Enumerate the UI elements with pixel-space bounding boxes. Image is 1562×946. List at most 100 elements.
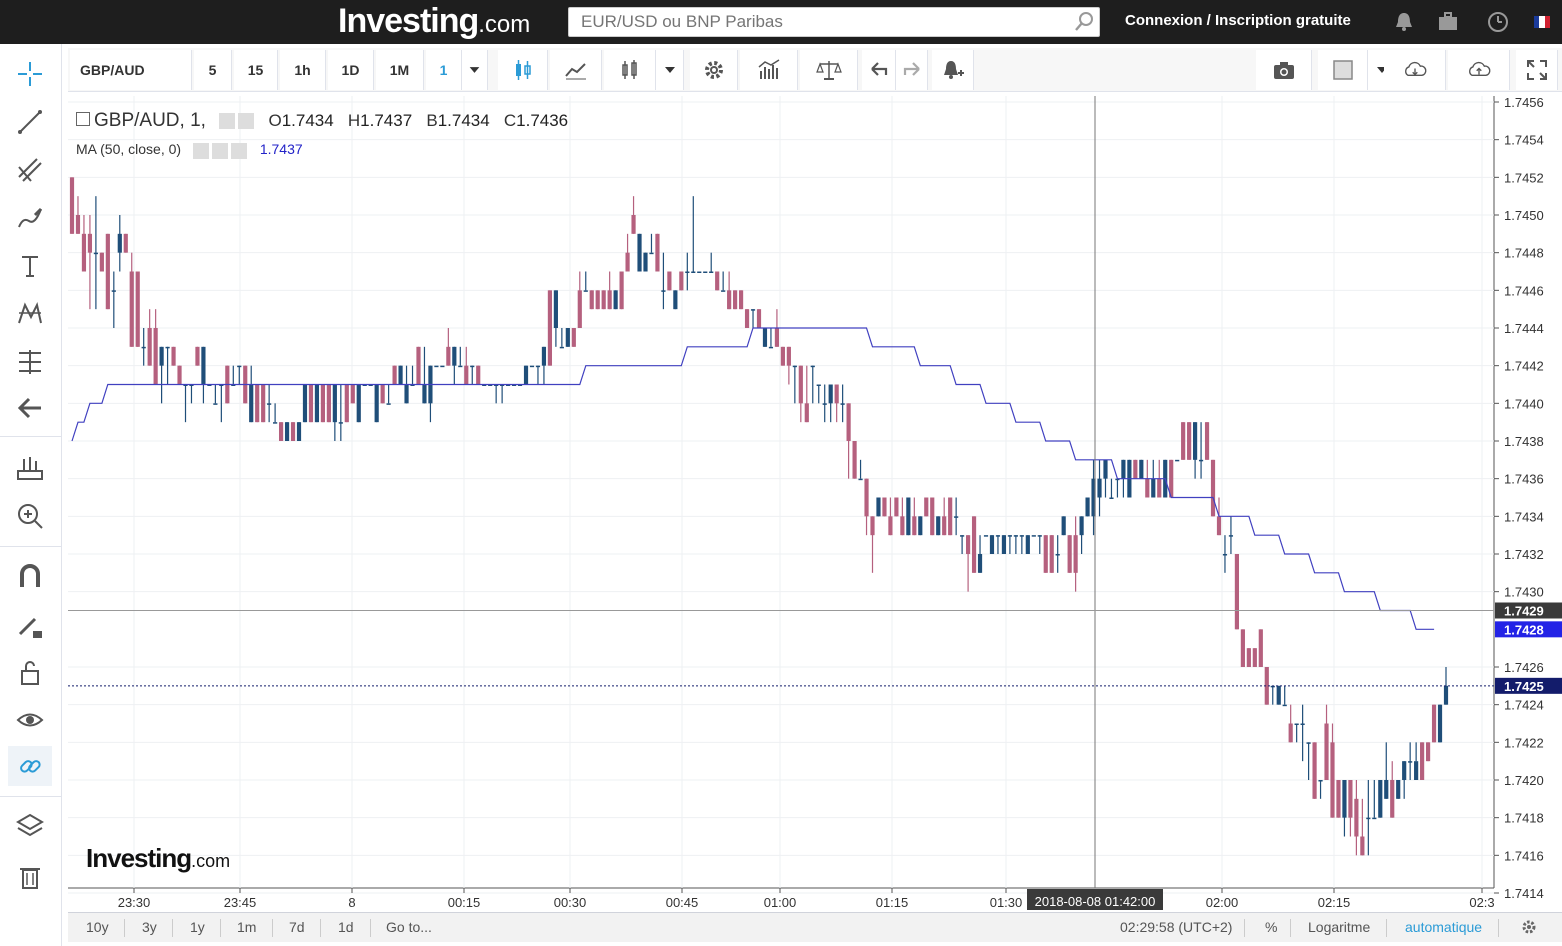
- candle-body: [500, 384, 505, 386]
- ma-line: [71, 327, 1435, 630]
- layout-button[interactable]: [1318, 50, 1368, 90]
- interval-1-active[interactable]: 1: [426, 50, 462, 90]
- flag-fr-icon[interactable]: [1530, 10, 1554, 34]
- portfolio-icon[interactable]: [1436, 10, 1460, 34]
- bar-style-button[interactable]: [604, 50, 656, 90]
- candle-body: [1354, 798, 1359, 837]
- percent-toggle[interactable]: %: [1265, 919, 1278, 935]
- brush-tool[interactable]: [8, 198, 52, 238]
- watermark-suffix: .com: [191, 851, 231, 871]
- trendline-tool[interactable]: [8, 102, 52, 142]
- unlock-tool[interactable]: [8, 652, 52, 692]
- fib-tool[interactable]: [8, 342, 52, 382]
- gear-icon[interactable]: [238, 112, 255, 129]
- crosshair-tool[interactable]: [8, 54, 52, 94]
- pitchfork-tool[interactable]: [8, 150, 52, 190]
- symbol-input[interactable]: GBP/AUD: [70, 50, 192, 90]
- range-divider: [1244, 919, 1245, 937]
- interval-5[interactable]: 5: [194, 50, 232, 90]
- goto-button[interactable]: Go to...: [386, 919, 432, 935]
- line-style-button[interactable]: [550, 50, 602, 90]
- close-icon[interactable]: [230, 142, 247, 159]
- visibility-tool[interactable]: [8, 700, 52, 740]
- legend-icons[interactable]: [219, 110, 257, 132]
- zoom-tool[interactable]: [8, 496, 52, 536]
- interval-1m[interactable]: 1M: [376, 50, 424, 90]
- lock-drawing-tool[interactable]: [8, 606, 52, 646]
- price-tick-label: 1.7420: [1504, 773, 1544, 788]
- pattern-tool[interactable]: [8, 294, 52, 334]
- candle-body: [261, 384, 266, 423]
- candle-body: [553, 290, 558, 328]
- save-chart-button[interactable]: [1448, 50, 1510, 90]
- range-10y[interactable]: 10y: [86, 919, 109, 935]
- compare-button[interactable]: [800, 50, 858, 90]
- candle-body: [1258, 629, 1263, 667]
- magnet-tool[interactable]: [8, 556, 52, 596]
- interval-1d[interactable]: 1D: [328, 50, 374, 90]
- undo-icon: [870, 62, 887, 76]
- snapshot-button[interactable]: [1256, 50, 1312, 90]
- link-tool[interactable]: [8, 746, 52, 786]
- link-icon: [20, 760, 41, 773]
- price-tick-label: 1.7434: [1504, 509, 1544, 524]
- time-tick-label: 02:3: [1469, 895, 1494, 910]
- gear-icon[interactable]: [211, 142, 228, 159]
- legend-collapse-icon[interactable]: [76, 112, 90, 126]
- clock-icon[interactable]: [1486, 10, 1510, 34]
- load-chart-button[interactable]: [1384, 50, 1446, 90]
- chart-canvas[interactable]: 1.7456 1.7454 1.7452 1.7450 1.7448 1.7446 1.74…: [68, 96, 1562, 910]
- ma-legend-icons[interactable]: [192, 142, 250, 159]
- redo-button[interactable]: [896, 50, 928, 90]
- brush-icon: [18, 207, 43, 228]
- candle-body: [571, 328, 576, 347]
- candle-body: [1330, 742, 1335, 818]
- candle-style-button[interactable]: [498, 50, 548, 90]
- candle-body: [1372, 817, 1377, 820]
- range-3y[interactable]: 3y: [142, 919, 157, 935]
- eye-icon[interactable]: [192, 142, 209, 159]
- time-tick-label: 00:30: [554, 895, 587, 910]
- range-1d[interactable]: 1d: [338, 919, 354, 935]
- log-toggle[interactable]: Logaritme: [1308, 919, 1371, 935]
- text-tool[interactable]: [8, 246, 52, 286]
- indicators-button[interactable]: [740, 50, 798, 90]
- delete-tool[interactable]: [8, 856, 52, 896]
- undo-button[interactable]: [862, 50, 896, 90]
- candle-body: [1175, 459, 1180, 462]
- candle-body: [267, 403, 272, 405]
- interval-15[interactable]: 15: [234, 50, 278, 90]
- candle-body: [374, 384, 379, 423]
- eye-icon[interactable]: [219, 112, 236, 129]
- settings-button[interactable]: [690, 50, 738, 90]
- site-logo[interactable]: Investing.com: [338, 2, 530, 41]
- search-input[interactable]: [568, 7, 1100, 37]
- search-icon[interactable]: [1072, 10, 1096, 34]
- price-tick-label: 1.7454: [1504, 133, 1544, 148]
- candle-body: [786, 346, 791, 366]
- measure-tool[interactable]: [8, 448, 52, 488]
- style-dropdown[interactable]: [656, 50, 684, 90]
- auto-toggle[interactable]: automatique: [1405, 919, 1483, 935]
- watermark-logo: Investing.com: [86, 843, 230, 874]
- layers-tool[interactable]: [8, 806, 52, 846]
- bell-icon[interactable]: [1392, 10, 1416, 34]
- candle-body: [1378, 780, 1383, 818]
- interval-1h[interactable]: 1h: [280, 50, 326, 90]
- price-chart[interactable]: 1.7456 1.7454 1.7452 1.7450 1.7448 1.7446 1.74…: [68, 96, 1562, 910]
- gear-icon[interactable]: [1520, 918, 1538, 936]
- time-tick-label: 00:45: [666, 895, 699, 910]
- range-divider: [220, 919, 221, 937]
- range-1m[interactable]: 1m: [237, 919, 257, 935]
- login-link[interactable]: Connexion / Inscription gratuite: [1125, 12, 1351, 29]
- fullscreen-button[interactable]: [1516, 50, 1558, 90]
- back-tool[interactable]: [8, 388, 52, 428]
- candle-body: [864, 478, 869, 517]
- candle-body: [1420, 742, 1425, 780]
- range-1y[interactable]: 1y: [190, 919, 205, 935]
- interval-dropdown[interactable]: [462, 50, 488, 90]
- candle-body: [894, 497, 899, 517]
- range-7d[interactable]: 7d: [289, 919, 305, 935]
- alert-button[interactable]: [932, 50, 974, 90]
- candle-body: [983, 535, 989, 537]
